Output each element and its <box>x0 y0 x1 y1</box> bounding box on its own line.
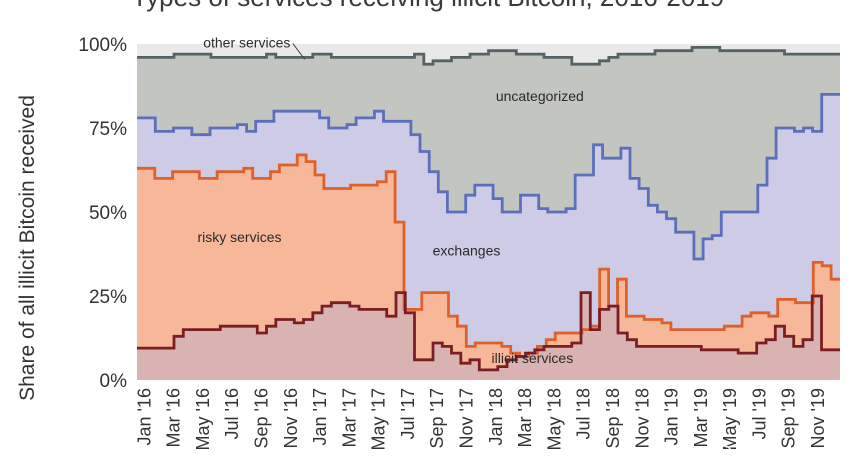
x-tick-label: Sep '18 <box>603 388 623 449</box>
y-tick-label: 100% <box>78 35 127 56</box>
watermark-text: 碳链价值 <box>748 447 808 462</box>
x-tick-label: Jan '18 <box>486 388 506 445</box>
x-tick-label: Jul '17 <box>398 388 418 439</box>
x-axis: Jan '16 Mar '16 May '16 Jul '16 Sep '16 Nov '… <box>134 388 828 450</box>
y-axis-label: Share of all illicit Bitcoin received <box>16 95 39 401</box>
x-tick-label: Sep '17 <box>427 388 447 449</box>
x-tick-label: May '17 <box>369 388 389 450</box>
x-tick-label: Jul '18 <box>574 388 594 439</box>
annotation-uncategorized: uncategorized <box>496 88 584 104</box>
series-area-illicit-services <box>137 292 840 380</box>
annotation-exchanges: exchanges <box>433 243 501 259</box>
series-line-uncategorized <box>137 46 840 66</box>
y-axis: 0% 25% 50% 75% 100% <box>78 35 127 392</box>
y-tick-label: 0% <box>100 371 128 392</box>
x-tick-label: Mar '17 <box>339 388 359 447</box>
plot-area <box>137 43 840 381</box>
x-tick-label: Jan '17 <box>310 388 330 445</box>
x-tick-label: May '18 <box>544 388 564 450</box>
x-tick-label: Mar '16 <box>164 388 184 447</box>
y-tick-label: 75% <box>89 119 127 140</box>
annotations: other services uncategorized exchanges risk… <box>197 34 583 366</box>
x-tick-label: Jan '16 <box>134 388 154 445</box>
x-tick-label: Nov '19 <box>808 388 828 448</box>
annotation-leader <box>292 43 306 60</box>
x-tick-label: Nov '17 <box>457 388 477 448</box>
x-tick-label: Mar '19 <box>691 388 711 447</box>
series-line-exchanges <box>137 93 840 261</box>
x-tick-label: Sep '16 <box>252 388 272 449</box>
x-tick-label: Jan '19 <box>662 388 682 445</box>
x-tick-label: Sep '19 <box>779 388 799 449</box>
y-tick-label: 25% <box>89 287 127 308</box>
annotation-risky-services: risky services <box>197 229 281 245</box>
x-tick-label: Jul '19 <box>749 388 769 439</box>
x-tick-label: Jul '16 <box>222 388 242 439</box>
x-tick-label: Nov '16 <box>281 388 301 448</box>
x-tick-label: May '19 <box>720 388 740 450</box>
annotation-illicit-services: illicit services <box>492 350 574 366</box>
x-tick-label: Mar '18 <box>515 388 535 447</box>
series-line-illicit-services <box>137 291 840 372</box>
series-line-risky-services <box>137 153 840 358</box>
y-tick-label: 50% <box>89 203 127 224</box>
annotation-other-services: other services <box>203 34 290 50</box>
x-tick-label: May '16 <box>193 388 213 450</box>
watermark: 碳链价值 <box>716 445 808 462</box>
x-tick-label: Nov '18 <box>632 388 652 448</box>
wechat-icon <box>716 445 740 462</box>
chart-title: Types of services receiving illicit Bitc… <box>132 0 725 12</box>
